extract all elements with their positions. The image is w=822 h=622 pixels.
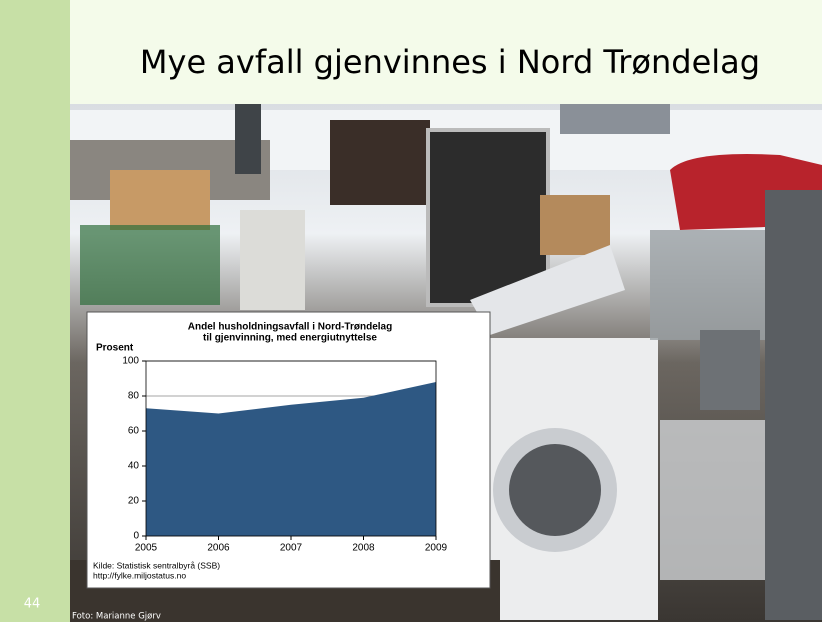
x-tick-label: 2007 — [280, 543, 303, 554]
slide-number: 44 — [24, 597, 41, 612]
chart-title: til gjenvinning, med energiutnyttelse — [203, 333, 377, 344]
y-axis-label: Prosent — [96, 343, 134, 354]
chart-title: Andel husholdningsavfall i Nord-Trøndela… — [188, 322, 392, 333]
y-tick-label: 80 — [128, 391, 140, 402]
source: http://fylke.miljostatus.no — [93, 570, 186, 580]
x-tick-label: 2006 — [207, 543, 230, 554]
photo-credit: Foto: Marianne Gjørv — [72, 612, 161, 622]
y-tick-label: 40 — [128, 461, 140, 472]
y-tick-label: 0 — [133, 531, 139, 542]
source: Kilde: Statistisk sentralbyrå (SSB) — [93, 560, 220, 570]
slide-title: Mye avfall gjenvinnes i Nord Trøndelag — [140, 43, 760, 81]
x-tick-label: 2008 — [352, 543, 375, 554]
chart: Andel husholdningsavfall i Nord-Trøndela… — [93, 322, 448, 581]
x-tick-label: 2005 — [135, 543, 158, 554]
x-tick-label: 2009 — [425, 543, 448, 554]
side-bar — [0, 0, 70, 622]
y-tick-label: 20 — [128, 496, 140, 507]
y-tick-label: 100 — [122, 356, 139, 367]
photo — [70, 104, 822, 622]
area — [146, 382, 436, 536]
title-band — [70, 0, 822, 104]
y-tick-label: 60 — [128, 426, 140, 437]
